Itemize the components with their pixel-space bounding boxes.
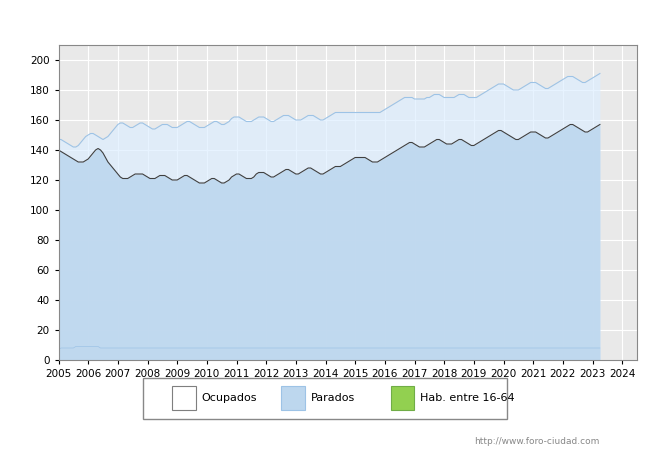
Text: http://www.foro-ciudad.com: http://www.foro-ciudad.com <box>474 436 600 446</box>
FancyBboxPatch shape <box>143 378 507 419</box>
Text: Ocupados: Ocupados <box>202 393 257 403</box>
Text: Hab. entre 16-64: Hab. entre 16-64 <box>420 393 514 403</box>
FancyBboxPatch shape <box>391 386 414 410</box>
FancyBboxPatch shape <box>172 386 196 410</box>
FancyBboxPatch shape <box>281 386 305 410</box>
Text: Parados: Parados <box>311 393 355 403</box>
Text: Beuda - Evolucion de la poblacion en edad de Trabajar Mayo de 2024: Beuda - Evolucion de la poblacion en eda… <box>94 13 556 26</box>
